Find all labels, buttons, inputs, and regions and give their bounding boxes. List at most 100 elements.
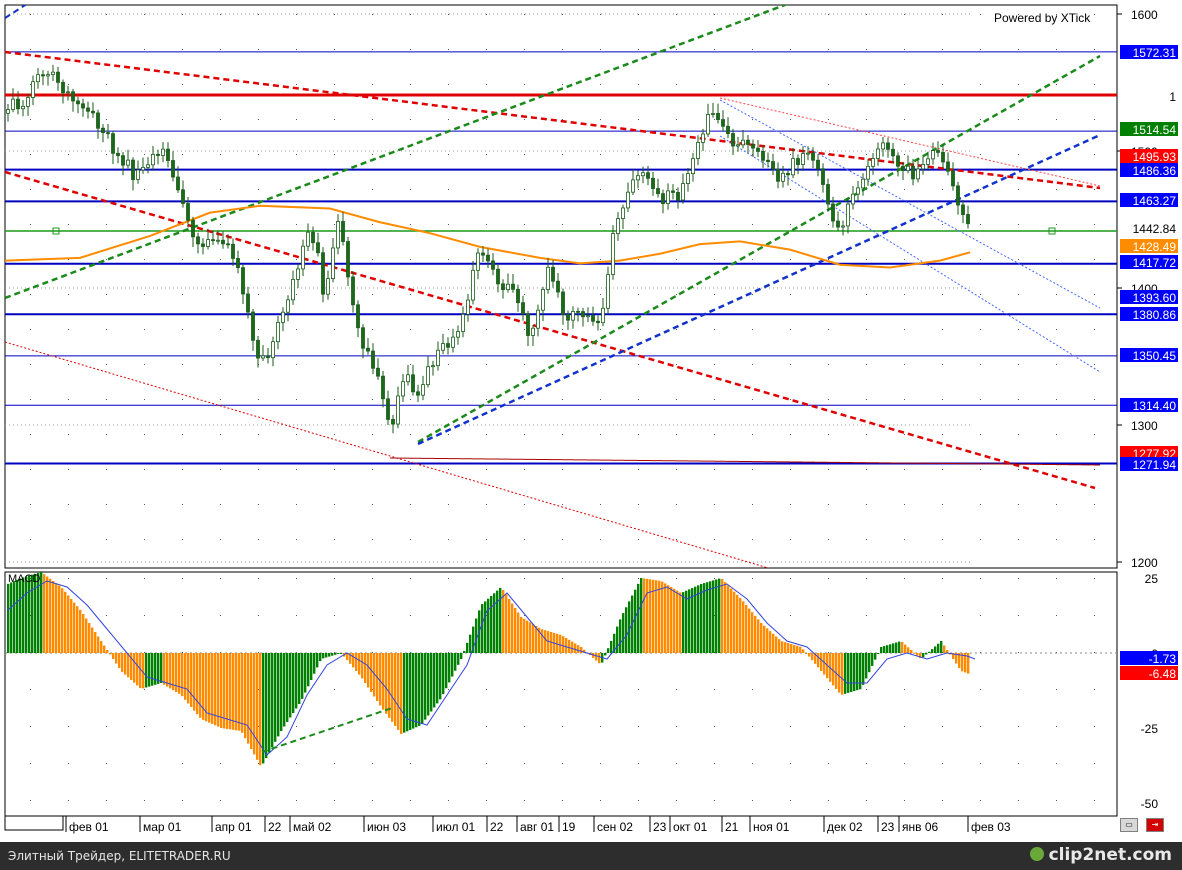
marker-square [52,227,60,235]
grid-dot [486,800,487,801]
candle-body [476,252,480,271]
grid-dot [714,652,715,653]
grid-dot [448,652,449,653]
macd-bar [286,653,289,722]
grid-dot [524,119,525,120]
grid-dot [372,800,373,801]
grid-dot [828,84,829,85]
grid-dot [448,800,449,801]
macd-bar [775,636,778,653]
logo-icon [1029,847,1044,861]
price-tag: 1417.72 [1120,255,1178,270]
scroll-end-button[interactable]: ⇥ [1146,818,1164,832]
grid-dot [790,84,791,85]
grid-dot [1094,434,1095,435]
grid-dot [866,14,867,15]
macd-bar [463,650,466,653]
grid-dot [980,224,981,225]
grid-dot [790,615,791,616]
grid-dot [600,399,601,400]
grid-dot [714,49,715,50]
macd-bar [130,653,133,680]
candle-body [646,172,650,179]
grid-dot [220,469,221,470]
grid-dot [676,49,677,50]
macd-bar [817,653,820,668]
macd-bar [790,644,793,653]
candle-body [791,158,795,176]
grid-dot [182,578,183,579]
macd-bar [214,653,217,726]
macd-bar [484,601,487,653]
grid-dot [600,689,601,690]
grid-dot [372,119,373,120]
candle-body [956,185,960,206]
macd-bar [721,579,724,653]
scroll-left-button[interactable]: ▭ [1120,818,1138,832]
grid-dot [30,763,31,764]
macd-bar [868,653,871,673]
grid-dot [866,294,867,295]
grid-dot [562,189,563,190]
macd-bar [361,653,364,679]
grid-dot [68,763,69,764]
grid-dot [524,763,525,764]
macd-bar [283,653,286,727]
grid-dot [638,154,639,155]
macd-bar [565,638,568,653]
grid-dot [980,763,981,764]
candle-body [341,221,345,242]
grid-dot [1056,689,1057,690]
macd-bar [472,626,475,653]
macd-bar [10,582,13,653]
grid-dot [828,615,829,616]
grid-dot [904,726,905,727]
grid-dot [752,329,753,330]
candle-body [421,384,425,396]
macd-bar [862,653,865,685]
grid-dot [562,800,563,801]
macd-bar [649,579,652,653]
price-tag-bg [1120,307,1178,321]
macd-bar [703,583,706,653]
grid-dot [562,329,563,330]
grid-dot [600,434,601,435]
candle-body [291,278,295,301]
price-tag-label: 1393.60 [1133,291,1177,305]
grid-dot [296,399,297,400]
price-tag: 1495.93 [1120,149,1178,164]
macd-tag: -6.48 [1120,666,1178,681]
grid-dot [1094,578,1095,579]
macd-bar [688,589,691,653]
grid-dot [714,539,715,540]
candle-body [386,398,390,420]
candle-body [866,165,870,180]
macd-bar [175,653,178,692]
grid-dot [258,14,259,15]
time-label: янв 06 [902,820,939,834]
macd-bar [154,653,157,685]
price-tag-bg [1120,457,1178,471]
grid-dot [714,399,715,400]
macd-bar [163,653,166,685]
macd-bar [424,653,427,720]
macd-bar [325,653,328,658]
macd-tag: -1.73 [1120,651,1178,666]
grid-dot [638,469,639,470]
candle-body [86,107,90,112]
grid-dot [790,364,791,365]
macd-bar [901,641,904,653]
grid-dot [904,578,905,579]
grid-dot [448,154,449,155]
grid-dot [334,154,335,155]
grid-dot [790,726,791,727]
macd-bar [535,626,538,653]
grid-dot [372,154,373,155]
macd-bar [640,578,643,653]
candle-body [506,283,510,291]
grid-dot [980,14,981,15]
grid-dot [866,504,867,505]
candle-body [786,172,790,176]
grid-dot [334,49,335,50]
